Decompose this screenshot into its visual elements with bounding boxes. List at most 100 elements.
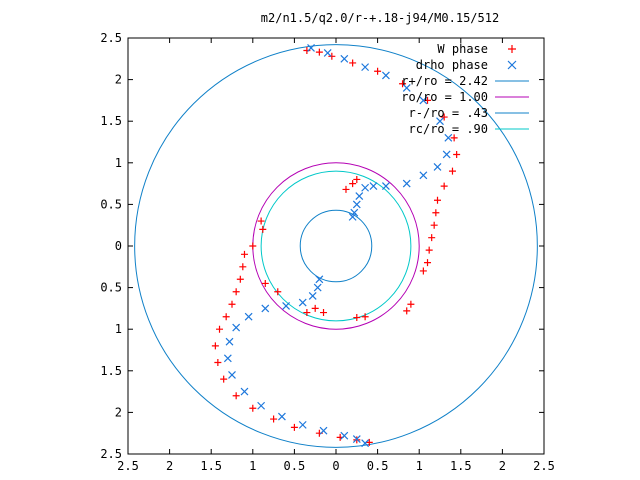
point-s0-37 [232,288,240,296]
x-axis: 2.5 2 1.5 1 0.5 0 0.5 1 1.5 2 2.5 [117,38,555,473]
point-s1-2 [340,54,349,63]
y-tick-label-10: 2.5 [100,447,122,461]
point-s1-4 [381,71,390,80]
legend-item-2: r+/ro = 2.42 [401,74,529,88]
point-s1-1 [323,49,332,57]
point-s1-8 [444,133,453,142]
y-tick-label-0: 2.5 [100,31,122,45]
point-s0-41 [211,342,219,350]
x-tick-label-4: 0.5 [367,459,389,473]
point-s1-14 [369,182,378,191]
point-s1-17 [352,200,361,209]
point-s0-36 [236,275,244,283]
point-s1-23 [298,298,307,307]
point-s0-9 [453,150,461,158]
point-s0-10 [448,167,456,175]
point-s0-6 [424,96,432,104]
point-s0-15 [428,234,436,242]
y-tick-label-1: 2 [115,73,122,87]
y-tick-label-9: 2 [115,405,122,419]
y-tick-label-3: 1 [115,156,122,170]
point-s0-51 [365,438,373,446]
point-s0-24 [349,180,357,188]
point-s1-35 [319,426,328,435]
point-s0-17 [424,259,432,267]
x-tick-label-9: 2 [166,459,173,473]
y-tick-label-4: 0.5 [100,197,122,211]
point-s0-21 [361,313,369,321]
point-s0-5 [399,80,407,88]
point-s1-18 [350,208,359,217]
legend-label-2: r+/ro = 2.42 [401,74,488,88]
legend-label-5: rc/ro = .90 [409,122,488,136]
y-tick-label-2: 1.5 [100,114,122,128]
x-tick-label-6: 0.5 [284,459,306,473]
point-s0-4 [374,67,382,75]
point-s1-38 [361,439,370,448]
y-axis: 2.5 2 1.5 1 0.5 0 0.5 1 1.5 2 2.5 [100,31,544,461]
point-s1-24 [282,301,291,310]
circle-3 [260,170,412,322]
point-s1-26 [244,312,253,321]
circle-0 [134,44,538,448]
point-s1-31 [240,387,249,396]
point-s1-22 [308,291,317,300]
point-s1-37 [352,435,361,443]
point-s0-22 [353,314,361,322]
legend-label-4: r-/ro = .43 [409,106,488,120]
point-s0-39 [222,313,230,321]
y-tick-label-5: 0 [115,239,122,253]
point-s1-33 [277,412,286,421]
legend-item-4: r-/ro = .43 [409,106,529,120]
legend-marker-1 [507,60,517,70]
point-s0-44 [232,392,240,400]
point-s1-21 [313,283,322,292]
point-s0-34 [240,250,248,258]
y-tick-label-7: 1 [115,322,122,336]
legend-item-5: rc/ro = .90 [409,122,529,136]
point-s0-32 [259,225,267,233]
circle-layer [134,44,538,448]
point-s1-9 [442,150,451,159]
point-s0-31 [257,217,265,225]
point-s0-35 [239,263,247,271]
point-s1-11 [419,171,428,180]
legend-item-3: ro/ro = 1.00 [401,90,529,104]
point-s1-30 [228,371,236,379]
x-tick-label-8: 1.5 [200,459,222,473]
point-s0-18 [419,267,427,275]
point-s0-2 [328,52,336,60]
point-s0-12 [434,196,442,204]
legend-item-0: W phase [437,42,516,56]
y-tick-label-6: 0.5 [100,281,122,295]
point-s0-30 [261,279,269,287]
point-s1-34 [298,420,307,429]
circle-2 [299,209,373,283]
point-s1-3 [361,63,370,72]
x-tick-label-2: 1.5 [450,459,472,473]
point-s0-19 [407,300,415,308]
point-s0-14 [430,221,438,229]
point-s1-6 [419,96,428,105]
points-layer [211,44,461,448]
x-tick-label-1: 2 [499,459,506,473]
point-s0-23 [353,175,361,183]
point-s0-11 [440,182,448,190]
point-s1-7 [436,117,444,126]
point-s0-46 [270,415,278,423]
point-s1-12 [402,179,411,188]
point-s0-47 [290,423,298,431]
y-tick-label-8: 1.5 [100,364,122,378]
point-s1-27 [232,323,241,332]
point-s1-16 [355,192,364,201]
point-s0-7 [440,113,448,121]
point-s1-19 [348,212,357,221]
legend-label-3: ro/ro = 1.00 [401,90,488,104]
circle-1 [252,162,420,330]
point-s0-8 [450,134,458,142]
point-s0-13 [432,209,440,217]
point-s1-29 [223,354,232,363]
legend-marker-0 [508,45,516,53]
point-s0-20 [403,307,411,315]
legend-label-0: W phase [437,42,488,56]
